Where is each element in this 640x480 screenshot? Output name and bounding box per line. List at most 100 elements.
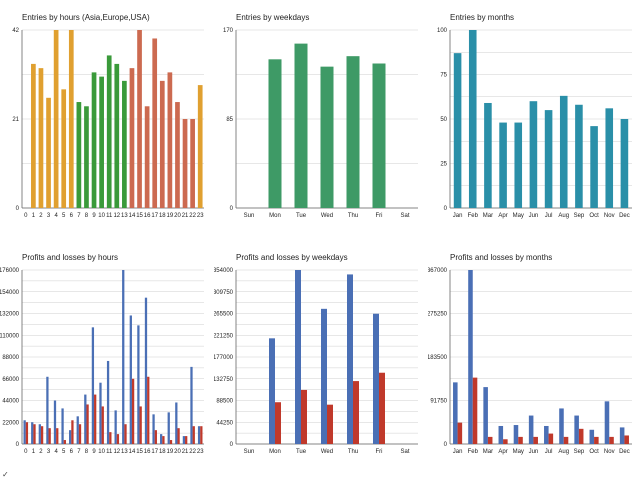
x-tick-label: 5 [62,449,66,455]
x-tick-label: Mon [269,449,281,455]
bar-profits [483,387,488,444]
x-tick-label: 17 [151,213,158,219]
panel-pl-by-weekdays: Profits and losses by weekdays 0 44250 8850… [214,240,424,472]
y-tick-label: 0 [16,206,20,212]
x-tick-label: 22 [189,449,196,455]
bar [575,104,583,208]
x-tick-label: 20 [174,449,181,455]
bar [320,66,334,208]
bar-losses [563,436,569,444]
x-tick-label: 23 [197,213,204,219]
corner-checkmark: ✓ [2,470,9,479]
x-tick-label: 2 [39,449,43,455]
x-tick-label: 15 [136,449,143,455]
bar-profits [559,408,564,444]
x-tick-label: Jun [529,449,539,455]
x-tick-label: Jul [545,213,553,219]
bar-losses [177,428,180,444]
bar-profits [544,425,549,444]
x-tick-label: Nov [604,449,615,455]
bar-profits [129,315,132,444]
x-tick-label: 21 [182,449,189,455]
x-tick-label: Apr [498,449,507,455]
bar [167,72,173,208]
bar-losses [33,424,36,444]
y-tick-label: 44000 [2,399,19,405]
x-tick-label: 22 [189,213,196,219]
bar-profits [137,325,140,444]
y-tick-label: 50 [440,117,447,123]
y-tick-label: 21 [12,117,19,123]
bar-losses [101,406,104,444]
bar-profits [23,420,26,444]
chart-title: Entries by weekdays [236,13,309,22]
bar-losses [139,406,142,444]
x-tick-label: 15 [136,213,143,219]
bar-losses [185,436,188,444]
bar [114,63,120,209]
bar-losses [578,428,584,444]
bar-losses [472,377,478,444]
bar [605,108,614,208]
bar [372,63,386,208]
bar-losses [78,424,82,444]
bar [453,53,462,208]
y-tick-label: 0 [230,442,234,448]
bar-losses [154,430,157,444]
bar [590,126,598,208]
x-tick-label: 17 [151,449,158,455]
x-tick-label: Jan [453,449,463,455]
x-tick-label: Feb [468,213,479,219]
bar-profits [167,412,170,444]
bar [468,30,477,208]
panel-entries-by-hours: Entries by hours (Asia,Europe,USA) 0 21 42 0… [0,0,210,236]
bar-profits [197,426,201,444]
bar-profits [321,308,327,444]
x-tick-label: Thu [348,213,358,219]
y-tick-label: 25 [440,162,447,168]
y-tick-label: 100 [437,28,448,34]
bar-losses [116,434,120,444]
bar-losses [327,404,333,444]
x-tick-label: Jun [529,213,539,219]
bar [499,122,507,208]
x-tick-label: 4 [54,213,58,219]
bar-profits [160,434,163,444]
bar-profits [190,366,193,444]
bar-losses [200,426,203,444]
bar-profits [61,408,64,444]
bar [197,85,203,208]
bar-losses [275,402,281,444]
x-tick-label: Sun [244,213,255,219]
y-tick-label: 132750 [214,377,234,383]
x-tick-label: Sat [400,449,409,455]
chart-pl-by-weekdays: Profits and losses by weekdays 0 44250 8850… [214,253,418,455]
x-tick-label: 13 [121,213,128,219]
bar-losses [301,389,307,444]
x-tick-label: 20 [174,213,181,219]
bar-losses [533,436,538,444]
y-tick-label: 85 [226,117,233,123]
x-tick-label: Mar [483,213,493,219]
bar-losses [56,428,59,444]
panel-entries-by-months: Entries by months 0 25 50 75 100 Jan Feb Mar Apr M… [428,0,638,236]
bar-losses [94,394,97,444]
x-tick-label: Jul [545,449,553,455]
y-tick-label: 367000 [428,268,448,274]
bar [294,43,308,209]
y-tick-label: 66000 [2,377,19,383]
bar-profits [46,376,49,444]
y-tick-label: 177000 [214,355,234,361]
bar-losses [594,436,599,444]
y-tick-label: 110000 [0,333,20,339]
x-tick-label: 8 [85,449,89,455]
bar-profits [53,400,57,444]
x-tick-label: 11 [106,449,113,455]
x-tick-label: Jan [453,213,463,219]
bar-profits [69,430,72,444]
x-tick-label: 14 [129,213,136,219]
x-tick-label: Oct [589,449,599,455]
x-tick-label: 1 [32,449,36,455]
x-tick-label: Aug [558,213,569,219]
x-tick-label: 6 [70,213,74,219]
